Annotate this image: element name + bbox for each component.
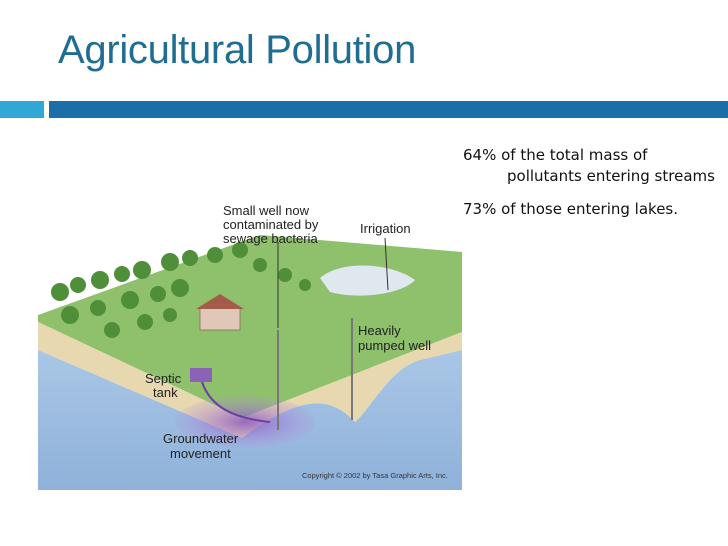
header-bar: [49, 101, 728, 118]
label-heavily-2: pumped well: [358, 338, 431, 353]
septic-tank: [190, 368, 212, 382]
label-groundwater-1: Groundwater: [163, 431, 239, 446]
bullet-streams: 64% of the total mass of pollutants ente…: [463, 146, 715, 185]
plume-flow-arrows: [201, 381, 271, 423]
label-groundwater-2: movement: [170, 446, 231, 461]
bullet-list: 64% of the total mass of pollutants ente…: [463, 145, 725, 232]
bullet-lakes: 73% of those entering lakes.: [463, 200, 679, 218]
slide-title: Agricultural Pollution: [58, 28, 417, 72]
trees: [51, 242, 311, 338]
accent-block: [0, 101, 44, 118]
groundwater-front: [38, 350, 242, 490]
label-small-well-2: contaminated by: [223, 217, 319, 232]
contamination-plume: [175, 396, 315, 448]
label-heavily-1: Heavily: [358, 323, 401, 338]
house: [199, 307, 241, 331]
label-septic-1: Septic: [145, 371, 182, 386]
label-irrigation: Irrigation: [360, 221, 411, 236]
irrigated-field: [320, 265, 415, 296]
copyright-text: Copyright © 2002 by Tasa Graphic Arts, I…: [302, 471, 448, 480]
house-roof: [196, 294, 244, 309]
groundwater-diagram: Small well now contaminated by sewage ba…: [30, 190, 470, 490]
irrigation-pointer: [384, 237, 389, 291]
diagram-svg: Small well now contaminated by sewage ba…: [38, 203, 462, 490]
label-small-well-3: sewage bacteria: [223, 231, 318, 246]
label-septic-2: tank: [153, 385, 178, 400]
label-small-well-1: Small well now: [223, 203, 310, 218]
